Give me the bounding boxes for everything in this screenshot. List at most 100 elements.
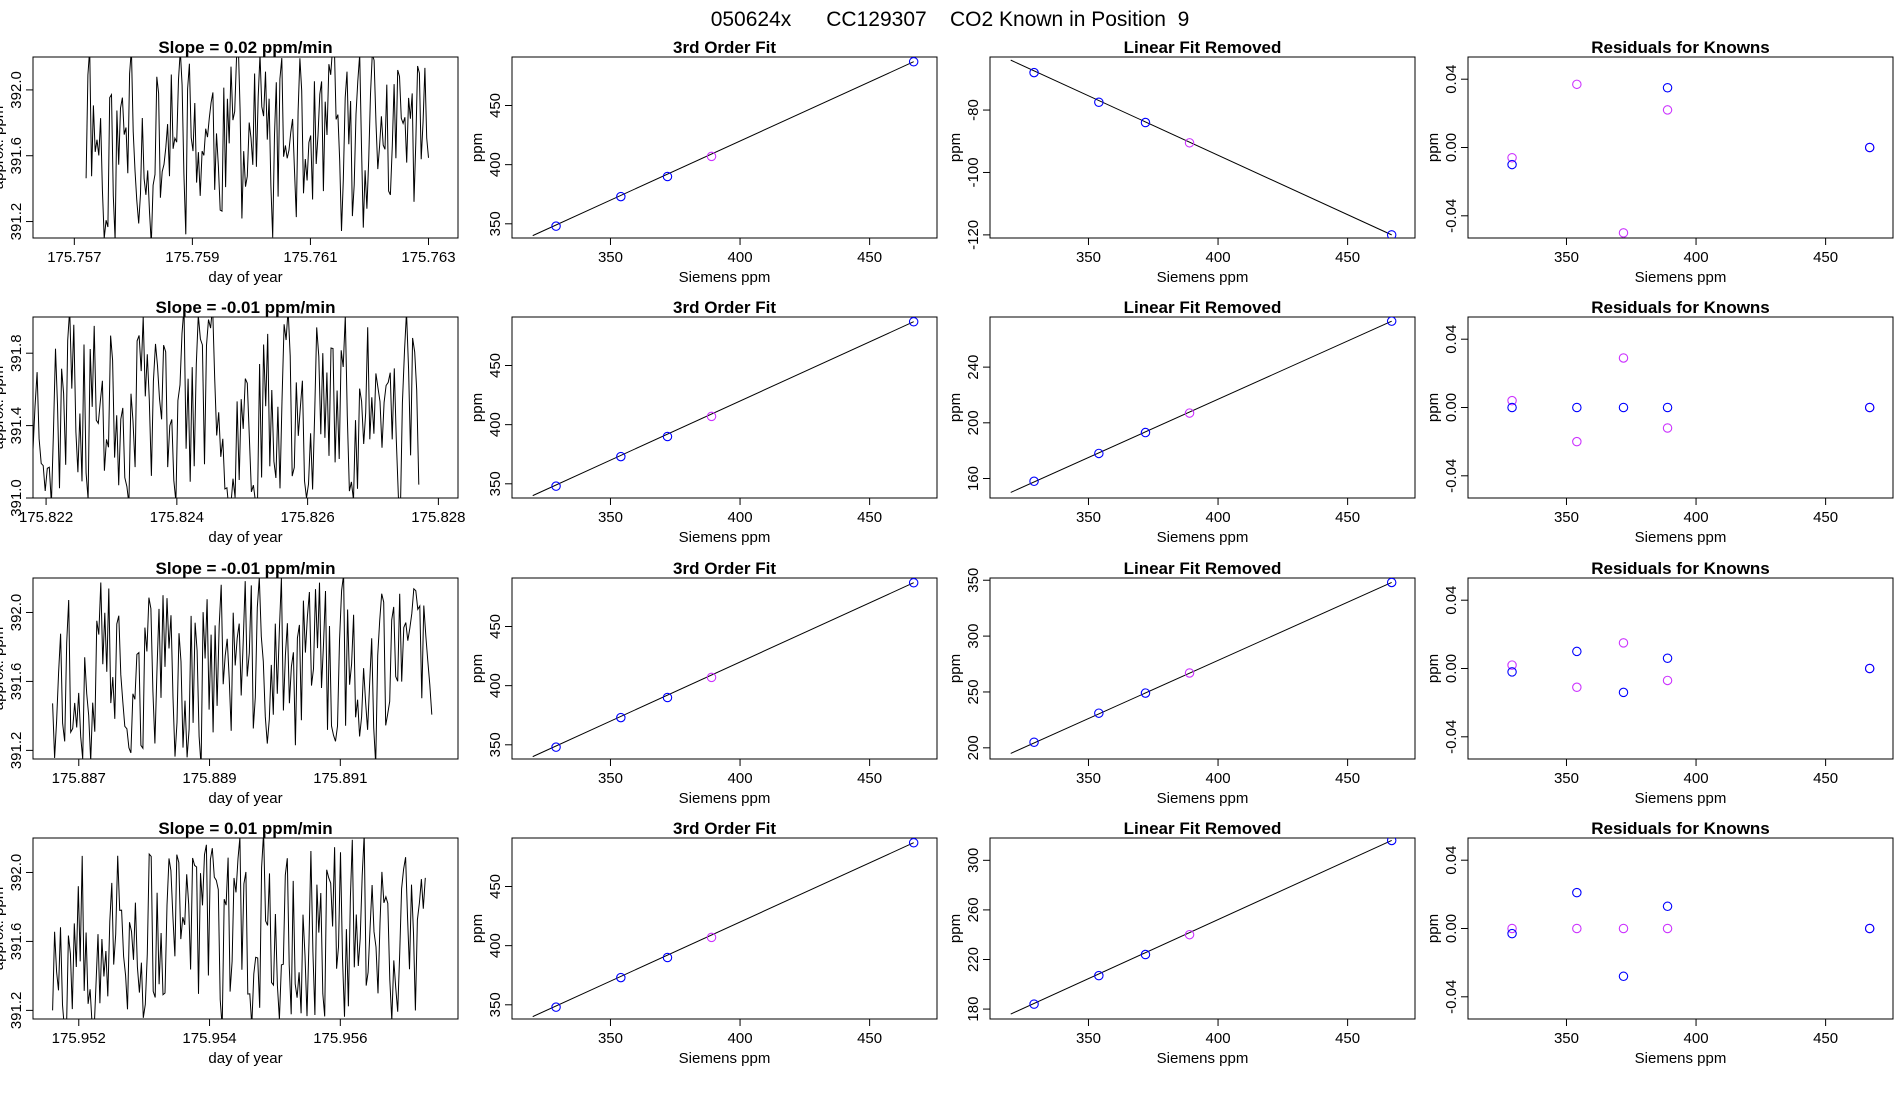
point-predicted-r2c2 [706, 411, 717, 422]
y-tick-label-r1c4: 0.00 [1443, 133, 1460, 162]
plot-frame-r4c1 [32, 837, 459, 1020]
x-tick-label-r2c4: 400 [1684, 509, 1709, 526]
fit-line-r4c3 [1010, 840, 1392, 1015]
point-measured-r2c3 [1029, 476, 1039, 487]
point-predicted-r1c4 [1618, 228, 1629, 238]
plot-area-r1c3 [1010, 59, 1397, 238]
point-predicted-r1c3 [1184, 138, 1195, 148]
y-tick-label-r2c4: -0.04 [1443, 459, 1460, 493]
x-tick-label-r1c2: 350 [598, 249, 623, 266]
x-axis-label-r1c2: Siemens ppm [679, 269, 771, 286]
panel-title-r2c1: Slope = -0.01 ppm/min [156, 298, 336, 317]
panel-title-r1c1: Slope = 0.02 ppm/min [158, 38, 332, 57]
y-tick-label-r4c4: -0.04 [1443, 980, 1460, 1014]
x-tick-label-r2c3: 400 [1206, 509, 1231, 526]
y-tick-label-r3c4: 0.00 [1443, 654, 1460, 683]
point-predicted-r3c4 [1572, 682, 1582, 693]
point-predicted-r1c4 [1662, 105, 1673, 115]
plot-area-r3c1 [52, 578, 433, 759]
point-measured-r3c2 [662, 692, 673, 703]
point-measured-r4c3 [1140, 949, 1151, 960]
fit-line-r3c3 [1010, 582, 1392, 754]
point-measured-r1c4 [1507, 159, 1517, 170]
x-tick-label-r1c2: 450 [857, 249, 882, 266]
y-tick-label-r2c3: 200 [965, 410, 982, 435]
plot-area-r3c4 [1507, 638, 1875, 698]
x-tick-label-r1c3: 350 [1076, 249, 1101, 266]
x-axis-label-r4c4: Siemens ppm [1635, 1050, 1727, 1067]
x-tick-label-r1c1: 175.759 [165, 249, 219, 266]
y-tick-label-r2c1: 391.8 [8, 334, 25, 372]
x-tick-label-r1c2: 400 [728, 249, 753, 266]
point-measured-r1c4 [1662, 82, 1673, 93]
point-measured-r3c4 [1572, 646, 1582, 657]
plot-area-r4c3 [1010, 838, 1397, 1015]
y-tick-label-r4c1: 391.2 [8, 992, 25, 1030]
x-tick-label-r3c3: 350 [1076, 770, 1101, 787]
x-tick-label-r2c2: 450 [857, 509, 882, 526]
y-axis-label-r1c2: ppm [469, 133, 486, 162]
x-tick-label-r2c3: 450 [1335, 509, 1360, 526]
point-measured-r2c4 [1662, 402, 1673, 413]
point-measured-r3c4 [1618, 687, 1629, 698]
x-axis-label-r3c2: Siemens ppm [679, 790, 771, 807]
x-tick-label-r1c4: 450 [1813, 249, 1838, 266]
y-tick-label-r1c3: -80 [965, 99, 982, 121]
y-tick-label-r4c3: 260 [965, 897, 982, 922]
point-measured-r4c2 [551, 1002, 561, 1012]
x-tick-label-r3c2: 350 [598, 770, 623, 787]
point-measured-r3c4 [1662, 653, 1673, 664]
panel-title-r1c4: Residuals for Knowns [1591, 38, 1770, 57]
y-tick-label-r1c1: 391.6 [8, 137, 25, 175]
point-measured-r2c4 [1507, 402, 1517, 413]
timeseries-trace-r2c1 [33, 317, 420, 498]
y-tick-label-r2c4: 0.00 [1443, 393, 1460, 422]
point-measured-r2c2 [908, 317, 919, 327]
point-measured-r3c3 [1029, 737, 1039, 747]
plot-frame-r3c3 [989, 577, 1416, 760]
y-tick-label-r4c4: 0.04 [1443, 846, 1460, 875]
point-predicted-r3c3 [1184, 668, 1195, 678]
y-axis-label-r4c2: ppm [469, 914, 486, 943]
x-tick-label-r2c4: 450 [1813, 509, 1838, 526]
y-tick-label-r2c3: 160 [965, 466, 982, 491]
x-tick-label-r4c3: 350 [1076, 1030, 1101, 1047]
point-measured-r4c2 [616, 972, 626, 983]
x-axis-label-r2c3: Siemens ppm [1157, 529, 1249, 546]
plot-area-r1c1 [85, 57, 429, 238]
y-tick-label-r1c2: 400 [487, 152, 504, 177]
y-tick-label-r3c3: 200 [965, 735, 982, 760]
plot-area-r3c2 [532, 578, 919, 758]
point-measured-r1c3 [1386, 230, 1397, 238]
panel-title-r3c2: 3rd Order Fit [673, 559, 776, 578]
x-tick-label-r3c4: 450 [1813, 770, 1838, 787]
point-predicted-r3c4 [1618, 638, 1629, 648]
point-measured-r3c3 [1140, 688, 1151, 698]
plot-frame-r1c2 [511, 56, 938, 239]
point-predicted-r3c2 [706, 672, 717, 683]
x-tick-label-r4c3: 450 [1335, 1030, 1360, 1047]
plot-frame-r2c4 [1467, 316, 1894, 499]
y-tick-label-r2c2: 400 [487, 412, 504, 437]
y-tick-label-r3c1: 391.6 [8, 663, 25, 701]
point-measured-r3c2 [551, 742, 561, 752]
timeseries-trace-r1c1 [85, 57, 429, 238]
x-tick-label-r1c4: 400 [1684, 249, 1709, 266]
fit-line-r1c3 [1010, 59, 1392, 236]
y-tick-label-r2c2: 450 [487, 353, 504, 378]
y-tick-label-r1c3: -100 [965, 157, 982, 187]
y-axis-label-r2c3: ppm [947, 393, 964, 422]
y-tick-label-r4c1: 392.0 [8, 854, 25, 892]
point-measured-r3c4 [1507, 667, 1517, 677]
y-axis-label-r1c1: approx. ppm [0, 106, 7, 189]
plot-frame-r3c1 [32, 577, 459, 760]
panel-title-r1c2: 3rd Order Fit [673, 38, 776, 57]
plot-frame-r2c3 [989, 316, 1416, 499]
point-measured-r3c4 [1864, 663, 1875, 674]
point-measured-r3c2 [908, 578, 919, 588]
fit-line-r4c2 [532, 842, 914, 1018]
x-axis-label-r3c1: day of year [208, 790, 282, 807]
y-tick-label-r1c2: 450 [487, 93, 504, 118]
